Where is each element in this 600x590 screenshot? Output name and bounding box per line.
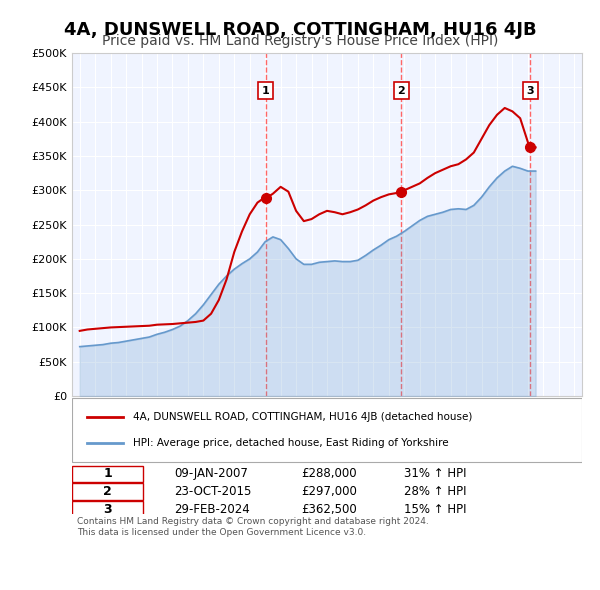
Text: £362,500: £362,500 <box>302 503 357 516</box>
FancyBboxPatch shape <box>72 398 582 462</box>
Text: 09-JAN-2007: 09-JAN-2007 <box>174 467 248 480</box>
Text: 15% ↑ HPI: 15% ↑ HPI <box>404 503 466 516</box>
Text: 4A, DUNSWELL ROAD, COTTINGHAM, HU16 4JB (detached house): 4A, DUNSWELL ROAD, COTTINGHAM, HU16 4JB … <box>133 412 473 422</box>
Text: 23-OCT-2015: 23-OCT-2015 <box>174 485 251 498</box>
Text: £297,000: £297,000 <box>302 485 358 498</box>
Text: Price paid vs. HM Land Registry's House Price Index (HPI): Price paid vs. HM Land Registry's House … <box>102 34 498 48</box>
Text: 28% ↑ HPI: 28% ↑ HPI <box>404 485 466 498</box>
Text: Contains HM Land Registry data © Crown copyright and database right 2024.
This d: Contains HM Land Registry data © Crown c… <box>77 517 429 536</box>
Text: 31% ↑ HPI: 31% ↑ HPI <box>404 467 466 480</box>
Text: 29-FEB-2024: 29-FEB-2024 <box>174 503 250 516</box>
FancyBboxPatch shape <box>72 466 143 482</box>
Text: 2: 2 <box>103 485 112 498</box>
Text: 2: 2 <box>397 86 405 96</box>
Text: £288,000: £288,000 <box>302 467 357 480</box>
Text: 1: 1 <box>103 467 112 480</box>
Text: HPI: Average price, detached house, East Riding of Yorkshire: HPI: Average price, detached house, East… <box>133 438 449 448</box>
Text: 3: 3 <box>527 86 534 96</box>
Text: 1: 1 <box>262 86 269 96</box>
FancyBboxPatch shape <box>72 483 143 500</box>
Text: 4A, DUNSWELL ROAD, COTTINGHAM, HU16 4JB: 4A, DUNSWELL ROAD, COTTINGHAM, HU16 4JB <box>64 21 536 39</box>
FancyBboxPatch shape <box>72 501 143 517</box>
Text: 3: 3 <box>103 503 112 516</box>
